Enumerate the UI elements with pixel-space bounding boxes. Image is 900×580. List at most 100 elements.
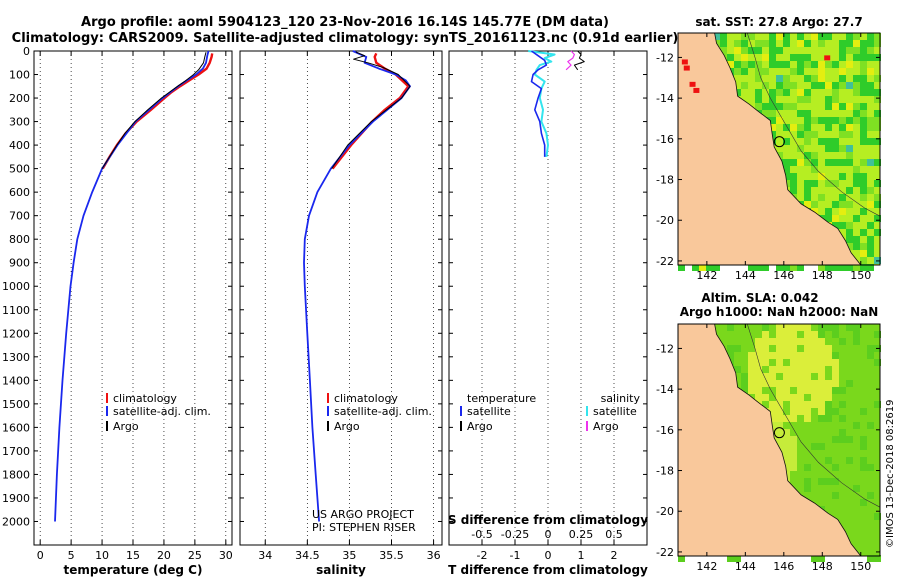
data-cell (790, 345, 797, 352)
warm-cell (824, 55, 831, 61)
data-cell (811, 380, 818, 387)
series-s-argo (565, 50, 576, 71)
data-cell (804, 117, 811, 124)
data-cell (846, 324, 853, 331)
data-cell (797, 366, 804, 373)
data-cell (713, 264, 720, 271)
data-cell (825, 478, 832, 485)
x-tick-label: 34 (258, 549, 272, 562)
data-cell (832, 331, 839, 338)
data-cell (860, 89, 867, 96)
data-cell (874, 159, 881, 166)
data-cell (839, 264, 846, 271)
data-cell (769, 117, 776, 124)
data-cell (825, 208, 832, 215)
data-cell (867, 33, 874, 40)
data-cell (846, 40, 853, 47)
data-cell (853, 236, 860, 243)
data-cell (811, 201, 818, 208)
data-cell (846, 47, 853, 54)
data-cell (804, 324, 811, 331)
data-cell (790, 443, 797, 450)
data-cell (797, 110, 804, 117)
x-axis-label: T difference from climatology (448, 563, 648, 577)
warm-cell (693, 87, 700, 93)
data-cell (755, 89, 762, 96)
data-cell (839, 117, 846, 124)
data-cell (825, 394, 832, 401)
data-cell (790, 82, 797, 89)
x-tick-label: 146 (773, 560, 794, 573)
data-cell (790, 103, 797, 110)
data-cell (839, 124, 846, 131)
data-cell (790, 366, 797, 373)
y-tick-label: 800 (9, 233, 30, 246)
data-cell (769, 366, 776, 373)
data-cell (776, 264, 783, 271)
y-tick-label: 1600 (2, 421, 30, 434)
series-satellite-adj (303, 50, 411, 522)
data-cell (860, 47, 867, 54)
data-cell (818, 82, 825, 89)
data-cell (804, 401, 811, 408)
data-cell (874, 117, 881, 124)
data-cell (804, 359, 811, 366)
data-cell (783, 415, 790, 422)
data-cell (804, 159, 811, 166)
data-cell (846, 159, 853, 166)
series-t-satellite (530, 50, 548, 157)
data-cell (769, 61, 776, 68)
sla-map: 142 144 146 148 150 -12 -14 -16 -18 -20 -22 Altim. … (656, 291, 881, 573)
data-cell (825, 457, 832, 464)
data-cell (762, 264, 769, 271)
data-cell (776, 359, 783, 366)
data-cell (832, 61, 839, 68)
data-cell (832, 408, 839, 415)
difference-panel: -2 -1 0 1 2T difference from climatology temp… (448, 50, 648, 577)
data-cell (860, 61, 867, 68)
x-tick-label: 20 (157, 549, 171, 562)
data-cell (811, 359, 818, 366)
data-cell (783, 324, 790, 331)
data-cell (804, 89, 811, 96)
isobath-line (747, 323, 881, 508)
data-cell (776, 345, 783, 352)
data-cell (846, 222, 853, 229)
data-cell (853, 331, 860, 338)
y-tick-label: 200 (9, 92, 30, 105)
data-cell (860, 180, 867, 187)
data-cell (769, 89, 776, 96)
data-cell (678, 264, 685, 271)
data-cell (797, 96, 804, 103)
data-cell (748, 366, 755, 373)
salinity-panel: 34 34.5 35 35.5 36 salinity climatologysatelli… (239, 50, 443, 577)
data-cell (790, 187, 797, 194)
data-cell (776, 394, 783, 401)
data-cell (839, 75, 846, 82)
data-cell (818, 61, 825, 68)
data-cell (755, 387, 762, 394)
data-cell (874, 215, 881, 222)
data-cell (874, 96, 881, 103)
data-cell (776, 380, 783, 387)
data-cell (741, 33, 748, 40)
data-cell (811, 166, 818, 173)
credit-text: ©IMOS 13-Dec-2018 08:2619 (885, 400, 896, 548)
data-cell (846, 103, 853, 110)
data-cell (804, 464, 811, 471)
data-cell (825, 415, 832, 422)
legend-s-argo-label: Argo (593, 420, 619, 433)
data-cell (804, 54, 811, 61)
data-cell (741, 387, 748, 394)
data-cell (790, 338, 797, 345)
data-cell (867, 68, 874, 75)
data-cell (811, 75, 818, 82)
data-cell (860, 194, 867, 201)
x-tick-label: 35 (342, 549, 356, 562)
data-cell (790, 68, 797, 75)
data-cell (783, 352, 790, 359)
data-cell (741, 40, 748, 47)
data-cell (790, 401, 797, 408)
data-cell (860, 250, 867, 257)
data-cell (783, 464, 790, 471)
